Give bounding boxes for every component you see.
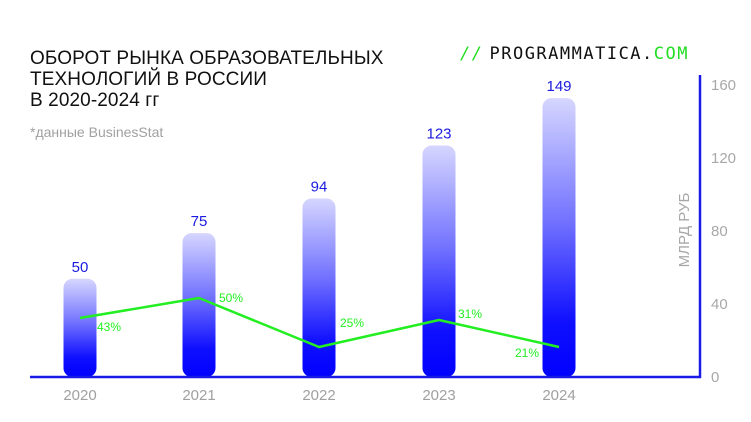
value-label-2023: 123 [426,126,451,143]
y-axis-label: МЛРД РУБ [676,192,693,267]
bar-2023 [422,145,456,377]
data-source-note: *данные BusinesStat [30,124,164,140]
x-tick-2024: 2024 [542,387,575,404]
value-label-2020: 50 [72,259,89,276]
x-tick-2023: 2023 [422,387,455,404]
slashes-icon: // [460,44,484,64]
y-tick-40: 40 [711,296,728,313]
brand-logo: //PROGRAMMATICA.COM [460,44,689,64]
bar-series [63,98,576,377]
value-label-2022: 94 [311,178,328,195]
bar-2022 [302,198,336,377]
value-label-2021: 75 [191,213,208,230]
x-axis-ticks: 2020 2021 2022 2023 2024 [63,387,575,404]
growth-line [79,296,560,349]
bar-2021 [182,233,216,377]
y-tick-160: 160 [711,77,736,94]
bar-2024 [542,98,576,377]
x-tick-2022: 2022 [302,387,335,404]
x-tick-2021: 2021 [182,387,215,404]
x-tick-2020: 2020 [63,387,96,404]
chart-title-line-2: ТЕХНОЛОГИЙ В РОССИИ [30,69,268,90]
brand-tld: COM [653,44,689,64]
brand-name: PROGRAMMATICA. [489,44,654,64]
value-label-2024: 149 [546,78,571,95]
y-axis-ticks: 0 40 80 120 160 [711,77,736,386]
growth-label-2024: 21% [515,346,539,360]
growth-label-2020: 43% [97,320,121,334]
y-tick-80: 80 [711,223,728,240]
growth-label-2023: 31% [458,307,482,321]
chart-title-line-3: В 2020-2024 гг [30,90,160,111]
growth-label-2021: 50% [219,291,243,305]
y-tick-0: 0 [711,369,719,386]
bar-2020 [63,278,97,377]
value-labels: 50 75 94 123 149 [72,78,572,276]
y-tick-120: 120 [711,150,736,167]
growth-label-2022: 25% [340,316,364,330]
chart-title-line-1: ОБОРОТ РЫНКА ОБРАЗОВАТЕЛЬНЫХ [30,48,384,69]
chart-title: ОБОРОТ РЫНКА ОБРАЗОВАТЕЛЬНЫХ ТЕХНОЛОГИЙ … [30,48,384,111]
growth-labels: 43% 50% 25% 31% 21% [97,291,539,360]
